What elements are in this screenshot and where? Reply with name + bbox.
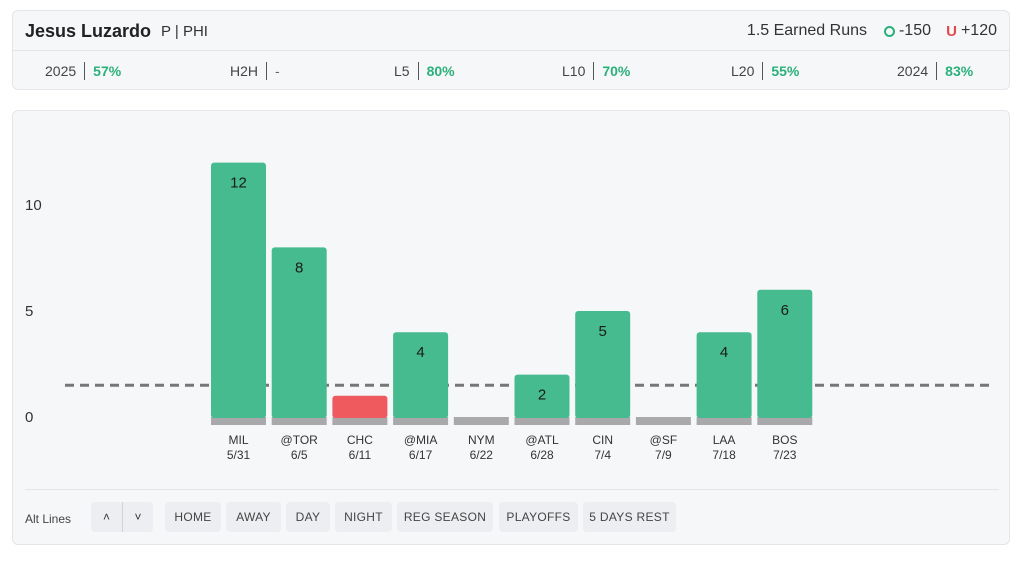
filter-playoffs-button[interactable]: PLAYOFFS bbox=[499, 502, 578, 532]
over-odds[interactable]: -150 bbox=[883, 22, 931, 40]
y-tick-label: 10 bbox=[25, 197, 42, 214]
filter-away-button[interactable]: AWAY bbox=[226, 502, 281, 532]
x-tick-date-label: 7/23 bbox=[773, 448, 797, 462]
x-tick-team-label: NYM bbox=[468, 433, 495, 447]
x-tick-team-label: @ATL bbox=[525, 433, 559, 447]
bar-base bbox=[332, 417, 388, 425]
bar-base bbox=[635, 417, 691, 425]
x-tick-team-label: @TOR bbox=[281, 433, 319, 447]
bar[interactable] bbox=[575, 311, 631, 418]
stat-value: 55% bbox=[771, 63, 800, 79]
alt-lines-stepper: ˄ ˅ bbox=[91, 502, 153, 532]
stat-l10[interactable]: L10 70% bbox=[562, 62, 630, 80]
bar-value-label: 8 bbox=[295, 259, 303, 276]
x-tick-team-label: CIN bbox=[592, 433, 613, 447]
bar[interactable] bbox=[393, 332, 449, 418]
x-tick-team-label: CHC bbox=[347, 433, 373, 447]
bar[interactable] bbox=[271, 247, 327, 418]
filter-home-button[interactable]: HOME bbox=[165, 502, 221, 532]
stat-value: 57% bbox=[93, 63, 122, 79]
over-circle-icon bbox=[883, 25, 895, 37]
stat-value: 70% bbox=[602, 63, 631, 79]
bar-base bbox=[757, 417, 813, 425]
market-label: 1.5 Earned Runs bbox=[746, 22, 867, 39]
player-name[interactable]: Jesus Luzardo bbox=[25, 21, 152, 41]
x-tick-date-label: 6/17 bbox=[409, 448, 433, 462]
stat-divider bbox=[936, 62, 938, 80]
bar-value-label: 6 bbox=[781, 302, 789, 319]
bar-base bbox=[271, 417, 327, 425]
stat-divider bbox=[593, 62, 595, 80]
y-tick-label: 5 bbox=[25, 303, 33, 320]
bar[interactable] bbox=[211, 162, 266, 418]
filter-night-button[interactable]: NIGHT bbox=[335, 502, 392, 532]
bar-base bbox=[575, 417, 631, 425]
stat-label: H2H bbox=[230, 63, 259, 79]
stat-label: L10 bbox=[562, 63, 586, 79]
bar-value-label: 4 bbox=[720, 344, 728, 361]
stat-h2h[interactable]: H2H - bbox=[230, 62, 280, 80]
x-tick-team-label: BOS bbox=[772, 433, 797, 447]
x-tick-date-label: 5/31 bbox=[227, 448, 251, 462]
x-tick-date-label: 6/22 bbox=[470, 448, 494, 462]
filter-day-button[interactable]: DAY bbox=[286, 502, 330, 532]
stat-value: - bbox=[275, 63, 280, 79]
bar[interactable] bbox=[332, 395, 388, 418]
filter-reg-season-button[interactable]: REG SEASON bbox=[397, 502, 493, 532]
bar-base bbox=[453, 417, 509, 425]
bar[interactable] bbox=[696, 332, 752, 418]
stat-value: 83% bbox=[945, 63, 974, 79]
bar[interactable] bbox=[514, 374, 570, 418]
under-u-icon: U bbox=[946, 22, 957, 40]
stat-2025[interactable]: 2025 57% bbox=[45, 62, 121, 80]
x-tick-team-label: @MIA bbox=[404, 433, 438, 447]
chevron-down-icon[interactable]: ˅ bbox=[122, 502, 153, 532]
filter-5-days-rest-button[interactable]: 5 DAYS REST bbox=[583, 502, 676, 532]
stat-label: 2025 bbox=[45, 63, 77, 79]
bar-value-label: 4 bbox=[416, 344, 424, 361]
header-card: Jesus Luzardo P | PHI 1.5 Earned Runs -1… bbox=[12, 10, 1010, 90]
bar-value-label: 5 bbox=[599, 323, 607, 340]
stat-2024[interactable]: 2024 83% bbox=[897, 62, 973, 80]
header-top-row: Jesus Luzardo P | PHI 1.5 Earned Runs -1… bbox=[13, 11, 1009, 51]
bar-base bbox=[696, 417, 752, 425]
bar-base bbox=[393, 417, 449, 425]
under-odds[interactable]: U +120 bbox=[946, 22, 997, 40]
bar-base bbox=[211, 417, 266, 425]
stat-divider bbox=[84, 62, 86, 80]
player-position-team: P | PHI bbox=[161, 23, 208, 40]
stat-label: 2024 bbox=[897, 63, 929, 79]
x-tick-team-label: LAA bbox=[713, 433, 736, 447]
stat-value: 80% bbox=[426, 63, 455, 79]
x-tick-date-label: 7/4 bbox=[594, 448, 611, 462]
x-tick-team-label: @SF bbox=[650, 433, 678, 447]
stat-divider bbox=[266, 62, 268, 80]
under-odds-value: +120 bbox=[960, 22, 997, 39]
stat-l5[interactable]: L5 80% bbox=[394, 62, 455, 80]
stat-label: L20 bbox=[731, 63, 755, 79]
stat-divider bbox=[417, 62, 419, 80]
x-tick-date-label: 6/28 bbox=[530, 448, 554, 462]
over-odds-value: -150 bbox=[898, 22, 931, 39]
chevron-up-icon[interactable]: ˄ bbox=[102, 510, 110, 524]
x-tick-date-label: 7/9 bbox=[655, 448, 672, 462]
bar-value-label: 12 bbox=[230, 175, 247, 192]
chart-card: 0 5 10 12 MIL 5/31 8 @TOR 6/5 CHC 6/11 4 @MIA 6/17 NYM… bbox=[12, 110, 1010, 545]
stat-l20[interactable]: L20 55% bbox=[731, 62, 799, 80]
hit-rate-stats-row: 2025 57% H2H - L5 80% L10 70% L20 55% 20… bbox=[13, 51, 1009, 91]
y-tick-label: 0 bbox=[25, 409, 33, 426]
stat-divider bbox=[762, 62, 764, 80]
x-tick-date-label: 6/5 bbox=[291, 448, 308, 462]
bar[interactable] bbox=[757, 289, 813, 418]
alt-lines-label: Alt Lines bbox=[25, 512, 72, 526]
bar-base bbox=[514, 417, 570, 425]
filter-bar: Alt Lines ˄ ˅ HOME AWAY DAY NIGHT REG SE… bbox=[25, 489, 999, 544]
x-tick-team-label: MIL bbox=[228, 433, 248, 447]
stat-label: L5 bbox=[394, 63, 410, 79]
x-tick-date-label: 6/11 bbox=[349, 448, 372, 462]
x-tick-date-label: 7/18 bbox=[712, 448, 736, 462]
bar-value-label: 2 bbox=[538, 387, 546, 404]
